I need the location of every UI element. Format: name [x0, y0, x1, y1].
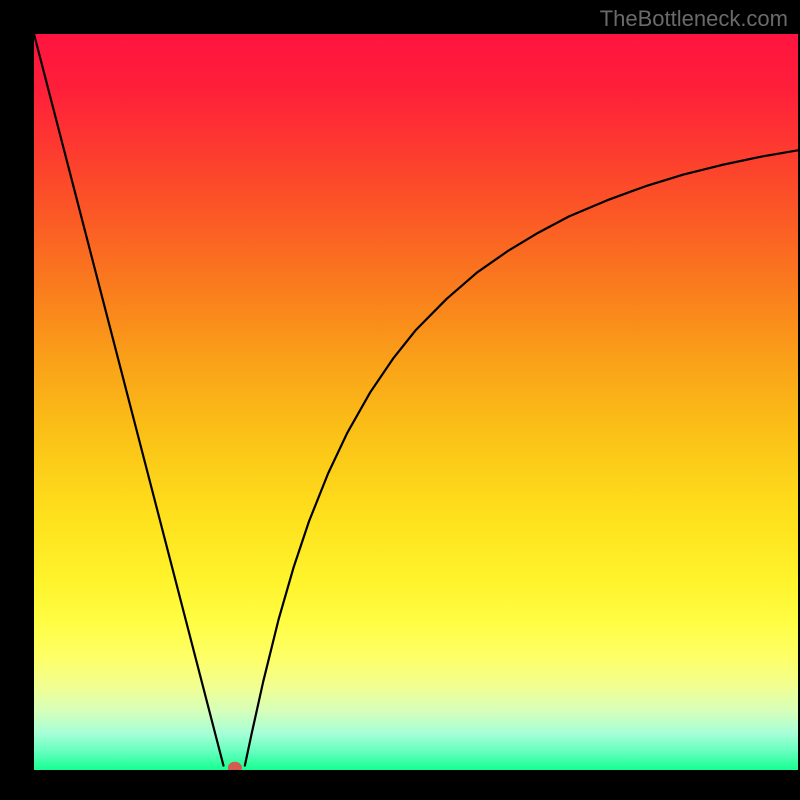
chart-frame — [0, 0, 800, 800]
watermark-label: TheBottleneck.com — [600, 6, 788, 32]
chart-background — [34, 34, 798, 770]
chart-plot — [34, 34, 798, 770]
